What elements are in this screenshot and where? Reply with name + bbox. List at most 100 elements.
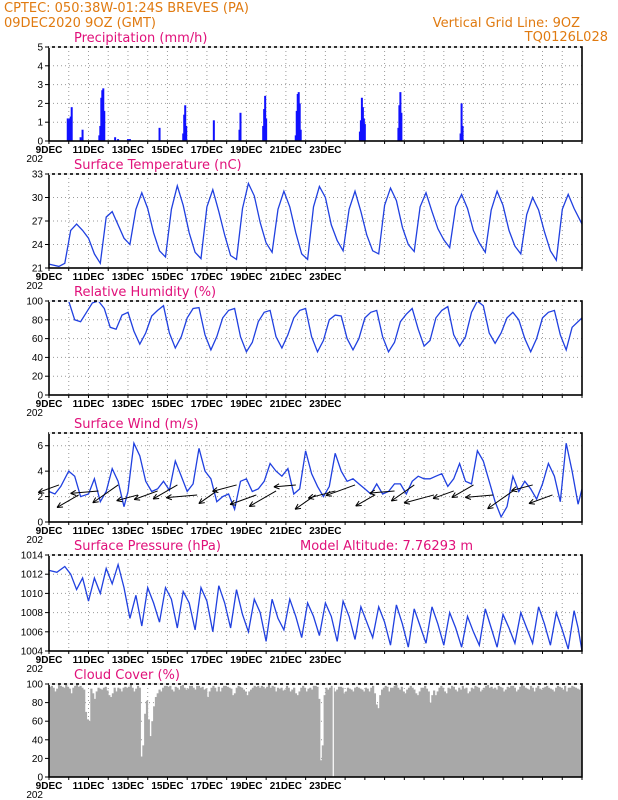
cloud-bar	[181, 684, 184, 777]
wind-arrowhead	[166, 497, 173, 501]
panel-title: Surface Temperature (nC)	[74, 158, 242, 173]
cloud-bar	[468, 691, 472, 777]
cloud-bar	[512, 685, 515, 777]
cloud-bar	[336, 689, 339, 777]
cloud-bar	[495, 689, 499, 777]
cloud-bar	[50, 685, 53, 777]
wind-arrow	[116, 494, 139, 502]
cloud-bar	[494, 687, 497, 777]
cloud-bar	[249, 689, 253, 777]
panel-3: 0 20 40 60 80 100 9DEC 11DEC 13DEC 15DEC 17DEC 19DE…	[26, 285, 583, 419]
cloud-bar	[508, 687, 511, 777]
cloud-bar	[84, 711, 88, 777]
cloud-bar	[117, 687, 120, 777]
series-line	[49, 300, 583, 354]
wind-arrowhead	[273, 483, 280, 488]
wind-arrow	[511, 484, 533, 492]
cloud-bar	[515, 691, 518, 777]
cloud-bar	[542, 687, 545, 777]
wind-arrow	[133, 490, 158, 500]
x-tick-label: 15DEC	[151, 526, 183, 537]
cloud-bar	[316, 686, 319, 777]
wind-arrowhead	[390, 495, 395, 502]
cloud-bar	[212, 685, 215, 777]
cloud-bar	[556, 685, 560, 777]
cloud-bar	[122, 687, 125, 777]
cloud-bar	[101, 689, 104, 777]
wind-arrow	[432, 490, 454, 499]
header-model: TQ0126L028	[524, 30, 608, 45]
cloud-bar	[233, 693, 237, 777]
cloud-bar	[167, 686, 170, 777]
cloud-bar	[361, 689, 364, 777]
cloud-bar	[476, 686, 479, 777]
cloud-bar	[90, 688, 93, 777]
cloud-bar	[99, 688, 102, 777]
x-tick-label: 13DEC	[112, 399, 144, 410]
cloud-bar	[57, 684, 61, 777]
x-tick-label: 11DEC	[73, 145, 105, 156]
cloud-bar	[560, 687, 563, 777]
cloud-bar	[433, 690, 436, 777]
cloud-bar	[479, 691, 482, 777]
cloud-bar	[454, 689, 457, 777]
cloud-bar	[127, 686, 131, 777]
cloud-bar	[467, 693, 470, 777]
x-tick-label: 17DEC	[191, 145, 223, 156]
cloud-bar	[226, 686, 229, 777]
cloud-bar	[111, 693, 115, 777]
x-tick-label: 15DEC	[151, 272, 183, 283]
y-tick-label: 1008	[21, 608, 44, 619]
cloud-bar	[97, 687, 100, 777]
x-tick-label: 21DEC	[270, 781, 302, 792]
cloud-bar	[126, 687, 129, 777]
cloud-bar	[133, 691, 136, 777]
cloud-bar	[472, 688, 475, 777]
x-tick-label: 11DEC	[73, 272, 105, 283]
cloud-bar	[275, 691, 278, 777]
y-tick-label: 4	[37, 61, 43, 72]
wind-arrowhead	[369, 492, 376, 496]
cloud-bar	[319, 760, 323, 777]
cloud-bar	[445, 693, 448, 777]
panel-frame	[48, 173, 583, 269]
cloud-bar	[406, 689, 409, 777]
cloud-bar	[533, 691, 536, 777]
wind-arrowhead	[528, 498, 534, 504]
cloud-bar	[142, 745, 145, 777]
year-stub: 202	[26, 281, 43, 292]
cloud-bar	[92, 693, 95, 777]
wind-arrowhead	[92, 497, 97, 503]
year-stub: 202	[26, 664, 43, 675]
cloud-bar	[366, 688, 369, 777]
x-tick-label: 13DEC	[112, 526, 144, 537]
cloud-bar	[517, 689, 520, 777]
panel-title: Cloud Cover (%)	[74, 668, 180, 683]
cloud-bar	[470, 687, 473, 777]
y-tick-label: 100	[26, 680, 43, 691]
wind-arrow	[248, 490, 277, 507]
wind-arrowhead	[295, 507, 302, 510]
cloud-bar	[409, 685, 412, 777]
cloud-bar	[271, 685, 274, 777]
wind-arrow	[152, 484, 178, 500]
wind-arrowhead	[487, 503, 491, 509]
cloud-bar	[205, 688, 208, 777]
cloud-bar	[190, 685, 193, 777]
cloud-bar	[513, 687, 516, 777]
wind-arrow	[325, 484, 356, 497]
y-tick-label: 1012	[21, 570, 44, 581]
cloud-bar	[162, 687, 165, 777]
wind-arrowhead	[355, 500, 360, 507]
wind-arrowhead	[433, 497, 440, 500]
cloud-bar	[364, 687, 368, 777]
cloud-bar	[241, 687, 244, 777]
cloud-bar	[334, 691, 337, 777]
cloud-bar	[52, 687, 55, 777]
cloud-bar	[287, 687, 290, 777]
cloud-bar	[206, 697, 210, 777]
x-tick-label: 11DEC	[73, 781, 105, 792]
cloud-bar	[154, 697, 158, 777]
y-tick-label: 30	[32, 193, 44, 204]
cloud-bar	[420, 687, 423, 777]
